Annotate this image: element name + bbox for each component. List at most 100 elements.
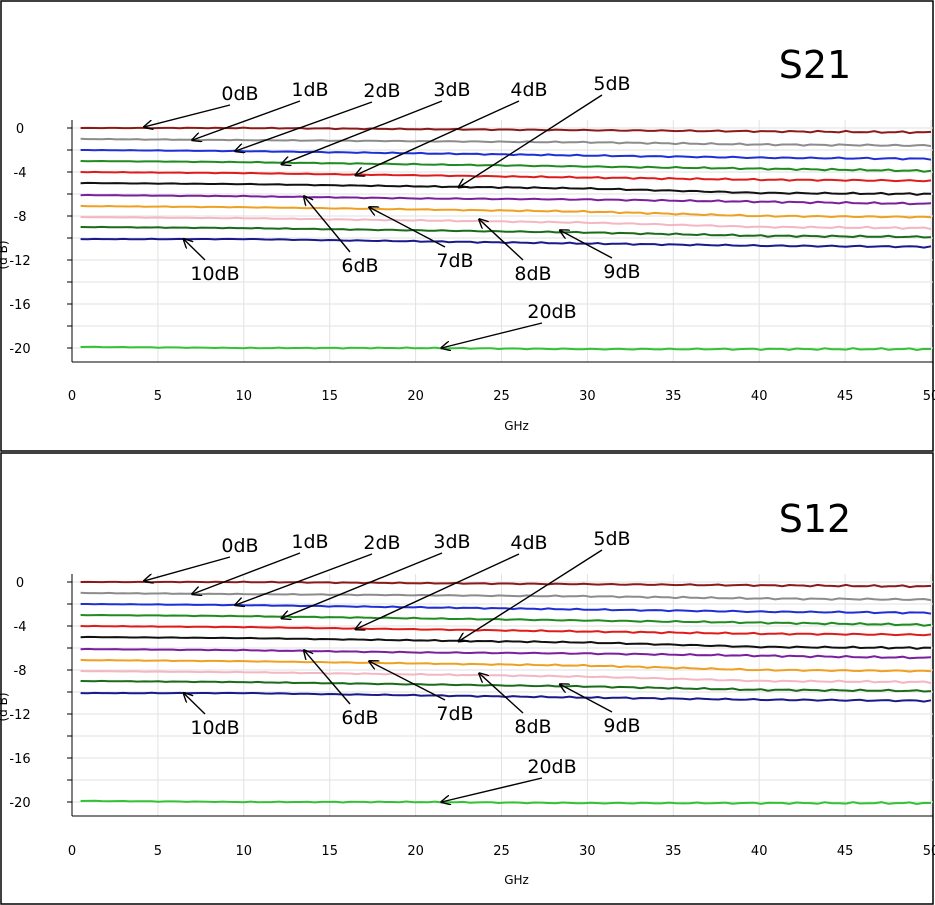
series-line-4dB [80,170,932,183]
panel-border [0,0,934,452]
annotation-arrow [355,100,520,175]
annotation-arrow [192,552,301,594]
x-tick-label: 35 [665,389,682,404]
annotation-label: 7dB [436,703,473,725]
x-tick-label: 50 [923,389,935,404]
x-tick-label: 30 [579,844,596,859]
x-tick-label: 15 [321,389,338,404]
series-group [80,126,932,352]
series-line-7dB [80,658,932,673]
annotation-arrow [304,650,351,705]
x-tick-label: 5 [154,389,162,404]
annotation-arrow [184,239,206,261]
annotation-label: 4dB [510,79,547,101]
series-line-1dB [80,137,932,148]
annotation-arrow [369,207,446,248]
annotation-label: 9dB [603,715,640,737]
series-line-9dB [80,679,932,693]
annotation-arrow [560,230,613,259]
series-line-4dB [80,624,932,637]
annotation-arrow [184,693,206,715]
annotation-label: 1dB [291,531,328,553]
x-tick-label: 0 [68,844,76,859]
panel-title: S12 [779,497,851,541]
annotation-arrow [235,553,373,605]
x-tick-label: 35 [665,844,682,859]
x-tick-label: 5 [154,844,162,859]
annotation-arrow [235,101,373,151]
series-line-2dB [80,148,932,161]
annotation-arrow [304,196,351,253]
annotation-label: 8dB [514,263,551,285]
x-tick-label: 45 [837,844,854,859]
series-line-5dB [80,181,932,196]
annotation-label: 7dB [436,250,473,272]
y-tick-label: 0 [16,576,24,591]
y-tick-label: -16 [9,298,30,313]
panel-border [0,452,934,905]
annotation-arrow [282,100,443,164]
y-tick-label: -8 [14,664,27,679]
annotation-arrow [355,553,520,629]
y-tick-label: -12 [9,254,30,269]
series-line-1dB [80,591,932,602]
y-tick-label: -20 [9,342,30,357]
x-tick-label: 0 [68,389,76,404]
x-tick-label: 45 [837,389,854,404]
x-axis-label: GHz [504,873,529,887]
annotation-label: 6dB [341,707,378,729]
series-line-20dB [80,345,932,352]
annotation-label: 8dB [514,716,551,738]
x-tick-label: 20 [407,844,424,859]
series-line-5dB [80,635,932,650]
annotation-arrow [441,322,543,348]
x-axis-label: GHz [504,419,529,433]
annotation-label: 20dB [527,301,576,323]
panel-title: S21 [779,43,851,87]
annotation-arrow [144,104,231,127]
series-line-6dB [80,647,932,660]
series-line-7dB [80,204,932,219]
annotation-label: 9dB [603,261,640,283]
annotation-label: 2dB [363,532,400,554]
series-line-8dB [80,216,932,231]
chart-panel-s12: 0 5 10 15 20 25 30 35 40 45 50 0 -4 -8 -12 -16 -20 GHz (d … [0,452,935,905]
x-tick-label: 10 [236,844,253,859]
series-line-2dB [80,602,932,615]
series-line-10dB [80,237,932,249]
annotation-label: 10dB [190,263,239,285]
y-tick-label: -20 [9,796,30,811]
annotation-label: 0dB [221,83,258,105]
x-tick-label: 40 [751,389,768,404]
annotation-arrow [282,552,443,618]
annotation-arrow [459,94,603,187]
annotation-arrow [369,661,446,701]
chart-panel-s21: 0 5 10 15 20 25 30 35 40 45 50 0 -4 -8 -12 -16 -20 GHz (d … [0,0,935,452]
annotation-arrow [144,556,231,581]
series-line-6dB [80,193,932,206]
series-line-20dB [80,799,932,806]
annotation-label: 5dB [593,528,630,550]
y-tick-label: -12 [9,708,30,723]
series-line-3dB [80,613,932,627]
y-axis-label: (d B) [0,692,10,721]
annotation-label: 5dB [593,73,630,95]
y-tick-label: -8 [14,210,27,225]
y-axis-label: (d B) [0,240,10,269]
annotation-label: 2dB [363,80,400,102]
annotation-label: 3dB [433,79,470,101]
series-line-9dB [80,225,932,239]
annotation-label: 20dB [527,756,576,778]
y-tick-label: 0 [16,122,24,137]
annotations: 0dB 1dB 2dB 3dB 4dB 5dB 6dB 7dB 8dB 9dB 10dB 20dB [144,73,641,348]
series-group [80,580,932,806]
annotation-arrow [441,777,543,802]
annotation-label: 0dB [221,535,258,557]
annotation-label: 4dB [510,532,547,554]
annotation-label: 3dB [433,531,470,553]
series-line-8dB [80,670,932,685]
x-tick-label: 50 [923,844,935,859]
annotation-label: 6dB [341,255,378,277]
x-tick-label: 15 [321,844,338,859]
x-tick-label: 25 [493,844,510,859]
